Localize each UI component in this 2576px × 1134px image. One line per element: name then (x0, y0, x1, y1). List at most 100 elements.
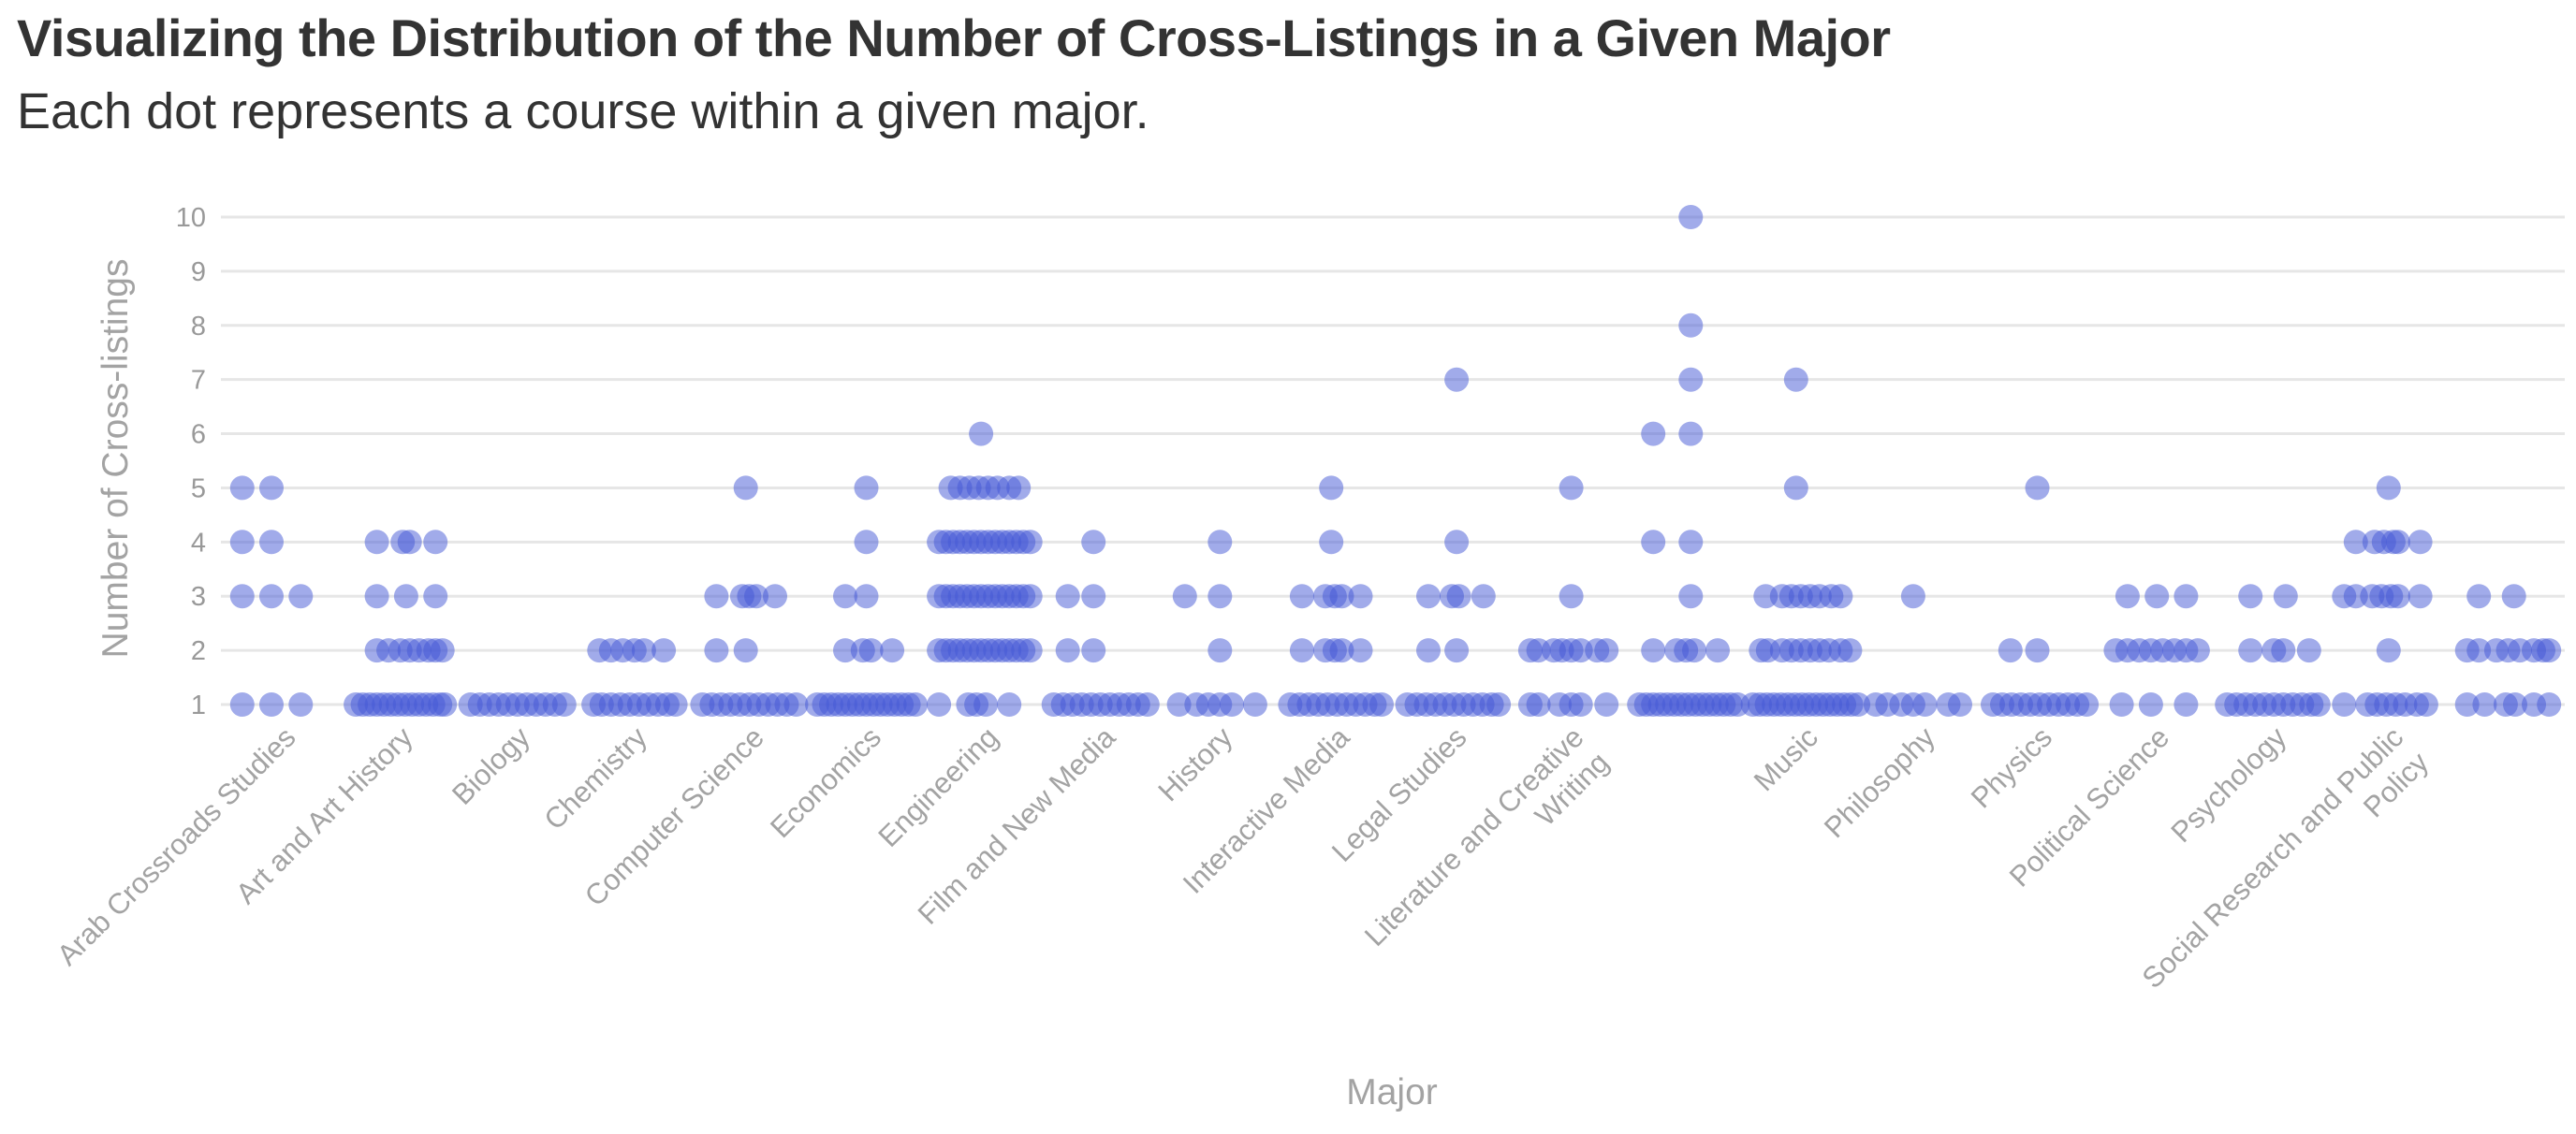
data-point (833, 584, 857, 609)
data-point (704, 584, 729, 609)
grid-lines (221, 215, 2565, 706)
x-tick-label-line: Philosophy (1818, 720, 1941, 844)
data-point (854, 530, 879, 555)
data-point (1471, 584, 1496, 609)
data-point (2501, 584, 2526, 609)
data-point (397, 530, 422, 555)
data-point (432, 692, 458, 717)
data-point (1055, 584, 1080, 609)
data-point (733, 638, 758, 663)
data-point (2025, 475, 2050, 501)
x-tick-label: Music (1748, 720, 1824, 797)
y-tick-label: 10 (176, 203, 206, 233)
data-point (1705, 638, 1730, 663)
data-point (1486, 692, 1512, 717)
data-point (1828, 584, 1853, 609)
data-point (1446, 584, 1471, 609)
data-point (1166, 692, 1192, 717)
data-point (1444, 530, 1470, 555)
x-tick-label: History (1151, 720, 1238, 807)
x-tick-label: Physics (1965, 720, 2058, 814)
y-tick-label: 8 (191, 312, 206, 342)
data-point (1783, 367, 1808, 392)
data-point (1329, 638, 1354, 663)
data-point (2273, 584, 2298, 609)
y-tick-label: 7 (191, 366, 206, 396)
data-point (2385, 584, 2410, 609)
data-point (1678, 367, 1704, 392)
y-tick-label: 1 (191, 691, 206, 720)
data-point (2537, 638, 2562, 663)
data-point (1568, 692, 1593, 717)
data-point (783, 692, 809, 717)
data-point (430, 638, 455, 663)
data-point (2074, 692, 2100, 717)
y-tick-label: 2 (191, 636, 206, 666)
data-point (854, 475, 879, 501)
data-point (259, 584, 284, 609)
data-point (2238, 584, 2263, 609)
data-point (1289, 584, 1314, 609)
data-point (1081, 530, 1106, 555)
data-point (2466, 584, 2492, 609)
data-point (1348, 584, 1373, 609)
data-point (1416, 584, 1441, 609)
x-tick-label: Economics (764, 720, 887, 844)
data-point (973, 692, 999, 717)
x-tick-label-line: Film and New Media (912, 720, 1122, 931)
data-point (1208, 638, 1233, 663)
data-point (1289, 638, 1314, 663)
data-point (1055, 638, 1080, 663)
data-point (229, 584, 255, 609)
data-point (2238, 638, 2263, 663)
data-point (1641, 638, 1666, 663)
x-tick-label-line: Literature and Creative (1358, 720, 1590, 952)
x-tick-label-line: Arab Crossroads Studies (51, 720, 301, 971)
data-point (733, 475, 758, 501)
x-tick-label: Arab Crossroads Studies (51, 720, 301, 971)
x-tick-label: Social Research and PublicPolicy (2136, 720, 2436, 1020)
x-tick-label: Literature and CreativeWriting (1358, 720, 1616, 978)
data-point (1837, 638, 1863, 663)
data-point (1208, 530, 1233, 555)
x-tick-label-line: Music (1748, 720, 1824, 797)
data-point (2174, 584, 2199, 609)
data-point (1219, 692, 1244, 717)
data-point (663, 692, 688, 717)
data-point (288, 584, 314, 609)
data-point (1641, 421, 1666, 446)
data-point (1846, 692, 1871, 717)
data-point (423, 530, 448, 555)
data-point (229, 530, 255, 555)
chart-title: Visualizing the Distribution of the Numb… (17, 8, 1891, 67)
data-point (229, 692, 255, 717)
data-point (1998, 638, 2023, 663)
x-tick-label: Psychology (2164, 720, 2292, 849)
data-point (2296, 638, 2321, 663)
data-point (1912, 692, 1938, 717)
data-point (2385, 530, 2410, 555)
y-axis-ticks: 1 2 3 4 5 6 7 8 9 10 (176, 203, 206, 720)
y-tick-label: 5 (191, 473, 206, 503)
data-point (1559, 475, 1584, 501)
data-point (1682, 638, 1706, 663)
data-point (1006, 475, 1032, 501)
x-tick-label-line: History (1151, 720, 1238, 807)
data-point (651, 638, 677, 663)
data-point (1017, 584, 1043, 609)
data-point (744, 584, 768, 609)
data-point (833, 638, 857, 663)
data-point (364, 530, 389, 555)
data-point (2466, 638, 2492, 663)
data-point (1900, 584, 1925, 609)
data-point (1444, 638, 1470, 663)
data-point (969, 421, 994, 446)
data-point (229, 475, 255, 501)
data-point (2413, 692, 2438, 717)
x-tick-label-line: Physics (1965, 720, 2058, 814)
x-tick-label: Film and New Media (912, 720, 1122, 931)
data-point (2138, 692, 2163, 717)
data-point (2109, 692, 2134, 717)
data-point (2144, 584, 2170, 609)
data-point (1242, 692, 1267, 717)
